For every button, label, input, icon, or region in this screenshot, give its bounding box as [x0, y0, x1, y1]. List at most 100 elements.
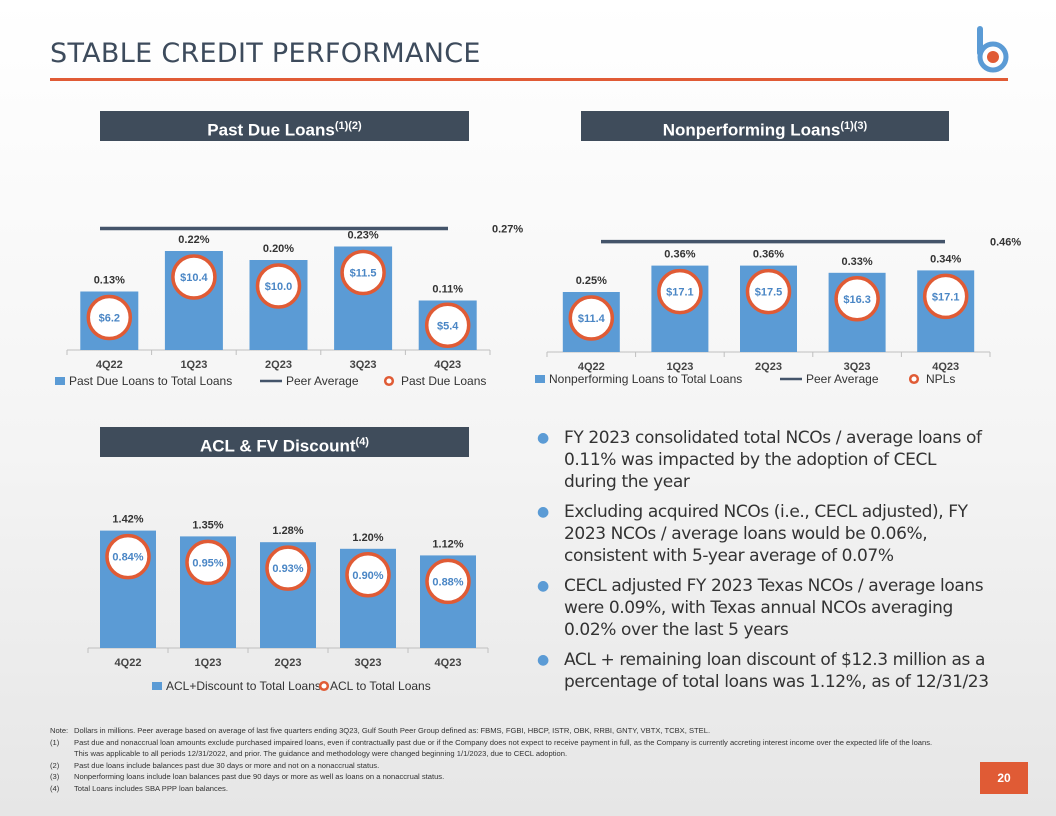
peer-average-label: 0.46% [990, 237, 1021, 249]
legend-label: ACL+Discount to Total Loans [166, 679, 321, 693]
bar-value-label: 1.12% [432, 538, 463, 550]
marker-circle-4q22 [568, 295, 615, 341]
legend-label: Past Due Loans [401, 374, 486, 388]
bar-value-label: 0.22% [178, 234, 209, 246]
x-tick-label: 2Q23 [265, 359, 292, 371]
bullet-dot-icon: ● [537, 504, 549, 520]
bar-value-label: 0.25% [576, 275, 607, 287]
legend-circle-swatch [383, 375, 395, 387]
nonperforming-panel-title: Nonperforming Loans [662, 120, 841, 140]
marker-value-label: $5.4 [437, 320, 459, 332]
marker-value-label: 0.95% [192, 557, 223, 569]
legend-circle-swatch [318, 680, 330, 692]
acl-panel-footnote: (4) [355, 436, 369, 448]
bar-value-label: 0.36% [753, 249, 784, 261]
legend-bar-swatch [55, 377, 65, 385]
bar-value-label: 0.34% [930, 253, 961, 265]
marker-circle-4q23 [424, 302, 471, 348]
nonperforming-loans-chart: 0.25% $11.4 4Q22 0.36% $17.1 1Q23 0.36% $17.5 2Q… [535, 237, 1021, 386]
marker-circle-1q23 [185, 539, 231, 586]
bar-value-label: 1.28% [272, 525, 303, 537]
commentary-bullets: ● FY 2023 consolidated total NCOs / avera… [537, 427, 992, 701]
marker-value-label: 0.84% [112, 552, 143, 564]
bar-value-label: 0.20% [263, 243, 294, 255]
legend-bar-swatch [535, 375, 545, 383]
company-logo-icon [977, 26, 1009, 73]
footnote-row: Note: Dollars in millions. Peer average b… [50, 725, 940, 737]
marker-value-label: 0.93% [272, 563, 303, 575]
marker-circle-2q23 [745, 268, 792, 315]
bar-value-label: 1.35% [192, 519, 223, 531]
bullet-text: Excluding acquired NCOs (i.e., CECL adju… [564, 502, 968, 566]
bar-value-label: 1.42% [112, 514, 143, 526]
legend-label: ACL to Total Loans [330, 679, 431, 693]
x-tick-label: 4Q22 [578, 361, 605, 373]
acl-fv-discount-chart: 1.42% 0.84% 4Q22 1.35% 0.95% 1Q23 1.28% 0.93% 2Q… [87, 514, 489, 693]
past-due-panel-title: Past Due Loans [207, 120, 335, 140]
x-tick-label: 4Q23 [932, 361, 959, 373]
bullet-text: CECL adjusted FY 2023 Texas NCOs / avera… [564, 576, 984, 640]
legend-circle-swatch [908, 373, 920, 385]
x-tick-label: 3Q23 [350, 359, 377, 371]
footnote-key: (4) [50, 783, 60, 793]
footnotes: Note: Dollars in millions. Peer average b… [50, 725, 940, 795]
bar-value-label: 0.13% [94, 275, 125, 287]
x-tick-label: 2Q23 [275, 657, 302, 669]
footnote-row: (3) Nonperforming loans include loan bala… [50, 771, 940, 783]
footnote-key: (2) [50, 760, 60, 770]
bar-value-label: 0.33% [841, 256, 872, 268]
marker-circle-4q22 [105, 533, 151, 580]
nonperforming-panel-header: Nonperforming Loans(1)(3) [581, 111, 949, 141]
x-tick-label: 4Q22 [115, 657, 142, 669]
x-tick-label: 4Q23 [434, 359, 461, 371]
page-title: STABLE CREDIT PERFORMANCE [50, 38, 481, 69]
x-tick-label: 1Q23 [666, 361, 693, 373]
legend-label: NPLs [926, 372, 955, 386]
marker-circle-1q23 [171, 254, 217, 300]
footnote-text: Total Loans includes SBA PPP loan balanc… [74, 783, 228, 793]
footnote-row: (2) Past due loans include balances past … [50, 760, 940, 772]
footnote-key: (3) [50, 772, 60, 782]
bullet-item: ● CECL adjusted FY 2023 Texas NCOs / aver… [537, 575, 992, 641]
marker-circle-3q23 [834, 276, 880, 322]
footnote-row: (4) Total Loans includes SBA PPP loan bal… [50, 783, 940, 795]
marker-circle-1q23 [657, 268, 703, 315]
footnote-text: Nonperforming loans include loan balance… [74, 772, 445, 782]
marker-value-label: $11.5 [350, 268, 377, 280]
past-due-loans-chart: 0.13% $6.2 4Q22 0.22% $10.4 1Q23 0.20% $10.0 2Q2… [55, 224, 523, 388]
marker-value-label: $10.4 [180, 272, 208, 284]
marker-circle-3q23 [340, 249, 386, 296]
footnote-text: Past due and nonaccrual loan amounts exc… [74, 737, 933, 759]
x-tick-label: 2Q23 [755, 361, 782, 373]
marker-value-label: $17.1 [666, 287, 694, 299]
legend-label: Peer Average [806, 372, 879, 386]
marker-circle-2q23 [265, 545, 311, 591]
marker-value-label: $11.4 [578, 313, 606, 325]
bar-value-label: 0.23% [347, 230, 378, 242]
x-tick-label: 3Q23 [355, 657, 382, 669]
footnote-text: Dollars in millions. Peer average based … [74, 726, 711, 735]
x-tick-label: 4Q23 [435, 657, 462, 669]
marker-circle-4q23 [922, 273, 969, 320]
marker-circle-3q23 [345, 552, 391, 598]
acl-panel-header: ACL & FV Discount(4) [100, 427, 469, 457]
x-tick-label: 3Q23 [844, 361, 871, 373]
bar-value-label: 0.36% [664, 249, 695, 261]
bullet-item: ● FY 2023 consolidated total NCOs / avera… [537, 427, 992, 493]
x-tick-label: 1Q23 [195, 657, 222, 669]
marker-circle-2q23 [255, 263, 302, 309]
legend-label: Nonperforming Loans to Total Loans [549, 372, 742, 386]
bar-value-label: 0.11% [432, 284, 463, 296]
past-due-panel-footnote: (1)(2) [334, 120, 362, 132]
marker-value-label: $16.3 [843, 294, 871, 306]
bullet-item: ● Excluding acquired NCOs (i.e., CECL adj… [537, 501, 992, 567]
marker-value-label: $17.5 [755, 287, 783, 299]
peer-average-label: 0.27% [492, 224, 523, 236]
marker-value-label: 0.90% [352, 570, 383, 582]
marker-value-label: $10.0 [265, 281, 293, 293]
footnote-key: (1) [50, 737, 60, 747]
legend-label: Peer Average [286, 374, 359, 388]
marker-value-label: $17.1 [932, 291, 960, 303]
legend-bar-swatch [152, 682, 162, 690]
footnote-key: Note: [50, 726, 69, 735]
